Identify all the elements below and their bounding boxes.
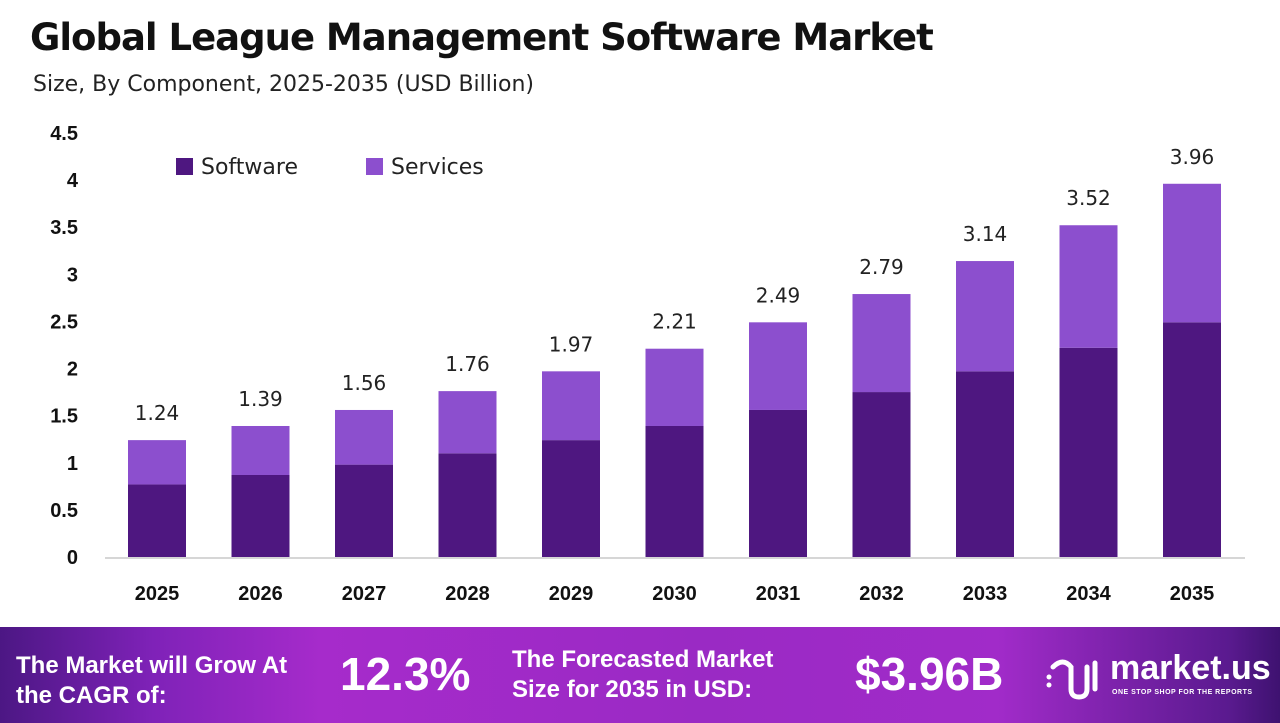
bar-software-2025: [128, 484, 186, 557]
bar-services-2027: [335, 409, 393, 465]
data-label-total: 1.97: [549, 332, 594, 356]
bar-services-2031: [749, 322, 807, 410]
bar-software-2031: [749, 409, 807, 557]
data-label-total: 2.21: [652, 310, 697, 334]
stacked-bar-chart: 0 0.5 1 1.5 2 2.5 3 3.5 4 4.5 1.24 2025 1.39 2026 1.56…: [50, 123, 1245, 605]
y-tick-label: 3.5: [50, 217, 78, 239]
y-tick-label: 0: [67, 547, 78, 569]
y-tick-label: 2: [67, 359, 78, 381]
y-tick-label: 2.5: [50, 311, 78, 333]
forecast-value: $3.96B: [855, 648, 1004, 700]
footer-banner: The Market will Grow At the CAGR of: 12.…: [0, 627, 1280, 723]
bar-services-2025: [128, 440, 186, 485]
data-label-total: 1.76: [445, 352, 490, 376]
bar-services-2034: [1059, 225, 1118, 348]
x-tick-label: 2032: [859, 583, 904, 605]
x-tick-label: 2034: [1066, 583, 1111, 605]
x-tick-label: 2033: [963, 583, 1008, 605]
bar-services-2030: [645, 348, 704, 426]
bar-software-2033: [956, 371, 1014, 557]
bar-software-2029: [542, 440, 600, 557]
bar-software-2026: [231, 475, 290, 557]
y-tick-label: 1.5: [50, 406, 78, 428]
data-label-total: 2.49: [756, 283, 801, 307]
legend-swatch-software: [176, 158, 193, 175]
cagr-value: 12.3%: [340, 648, 471, 700]
bar-software-2032: [852, 392, 911, 557]
chart-subtitle: Size, By Component, 2025-2035 (USD Billi…: [33, 72, 534, 97]
x-tick-label: 2027: [342, 583, 387, 605]
logo-icon: [1046, 659, 1098, 700]
bar-services-2029: [542, 371, 600, 441]
data-label-total: 2.79: [859, 255, 904, 279]
bar-services-2035: [1163, 183, 1221, 323]
data-label-total: 1.24: [135, 401, 180, 425]
data-label-total: 3.52: [1066, 186, 1111, 210]
y-tick-label: 4.5: [50, 123, 78, 145]
data-label-total: 1.39: [238, 387, 283, 411]
legend-label-software: Software: [201, 155, 298, 180]
forecast-label: The Forecasted Market Size for 2035 in U…: [512, 646, 774, 703]
x-tick-label: 2026: [238, 583, 283, 605]
x-tick-label: 2025: [135, 583, 180, 605]
y-tick-label: 3: [67, 264, 78, 286]
data-label-total: 3.14: [963, 222, 1008, 246]
data-label-total: 1.56: [342, 371, 387, 395]
cagr-label: The Market will Grow At the CAGR of:: [16, 652, 288, 709]
x-tick-label: 2028: [445, 583, 490, 605]
bar-software-2027: [335, 464, 393, 557]
logo-tagline: ONE STOP SHOP FOR THE REPORTS: [1112, 689, 1253, 696]
data-label-total: 3.96: [1170, 145, 1215, 169]
legend-swatch-services: [366, 158, 383, 175]
bar-software-2034: [1059, 347, 1118, 557]
bar-services-2028: [438, 391, 497, 454]
x-tick-label: 2029: [549, 583, 594, 605]
bar-software-2030: [645, 425, 704, 557]
chart-title: Global League Management Software Market: [30, 16, 934, 59]
y-tick-label: 1: [67, 453, 78, 475]
bar-services-2026: [231, 425, 290, 476]
logo-text: market.us: [1110, 649, 1271, 687]
x-tick-label: 2030: [652, 583, 697, 605]
x-tick-label: 2035: [1170, 583, 1215, 605]
x-tick-label: 2031: [756, 583, 801, 605]
bar-services-2032: [852, 294, 911, 393]
bar-software-2035: [1163, 322, 1221, 557]
market-us-logo: market.us ONE STOP SHOP FOR THE REPORTS: [1045, 649, 1275, 705]
bar-software-2028: [438, 453, 497, 557]
y-tick-label: 0.5: [50, 500, 78, 522]
bar-services-2033: [956, 261, 1014, 372]
y-tick-label: 4: [67, 170, 79, 192]
legend-label-services: Services: [391, 155, 484, 180]
